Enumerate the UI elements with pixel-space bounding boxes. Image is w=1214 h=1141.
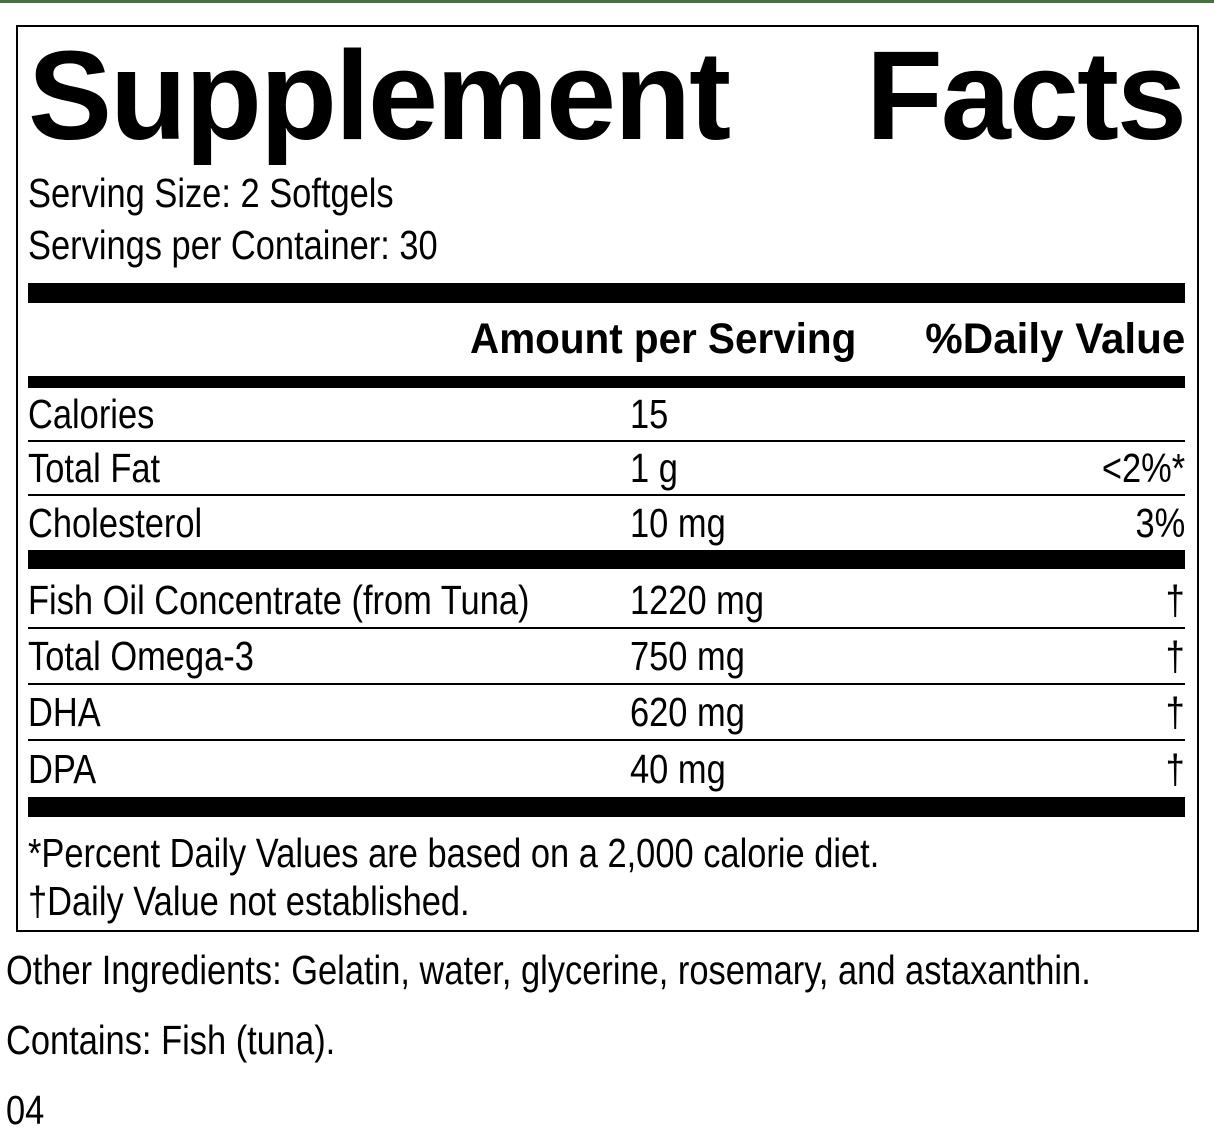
nutrient-amount: 1220 mg: [630, 576, 765, 623]
other-ingredients-line: Other Ingredients: Gelatin, water, glyce…: [6, 947, 1091, 993]
nutrient-amount: 10 mg: [630, 499, 726, 546]
nutrient-amount: 15: [630, 390, 669, 437]
panel-title-word-supplement: Supplement: [28, 25, 731, 166]
nutrient-name: DPA: [28, 745, 97, 792]
nutrient-name: DHA: [28, 688, 101, 735]
divider-bar-thick-bottom: [28, 797, 1185, 817]
table-row: DHA 620 mg †: [28, 685, 1185, 741]
footnotes: *Percent Daily Values are based on a 2,0…: [28, 829, 1185, 925]
lot-code: 04: [6, 1087, 45, 1133]
label-footer: Other Ingredients: Gelatin, water, glyce…: [6, 944, 1206, 1141]
nutrient-daily-value: †: [1165, 745, 1185, 792]
table-row: Fish Oil Concentrate (from Tuna) 1220 mg…: [28, 573, 1185, 629]
daily-value-header: %Daily Value: [924, 315, 1185, 363]
table-row: Calories 15: [28, 388, 1185, 442]
table-row: Total Fat 1 g <2%*: [28, 442, 1185, 496]
serving-size-line: Serving Size: 2 Softgels: [28, 167, 1185, 219]
nutrient-name: Total Fat: [28, 444, 161, 491]
nutrient-daily-value: †: [1165, 576, 1185, 623]
amount-per-serving-header: Amount per Serving: [470, 315, 857, 363]
brand-accent-line: [0, 0, 1214, 3]
nutrient-amount: 40 mg: [630, 745, 726, 792]
nutrient-daily-value: 3%: [1135, 499, 1185, 546]
nutrient-name: Cholesterol: [28, 499, 203, 546]
nutrient-name: Fish Oil Concentrate (from Tuna): [28, 576, 530, 623]
footnote-percent-daily-values: *Percent Daily Values are based on a 2,0…: [28, 830, 880, 876]
nutrient-name: Total Omega-3: [28, 632, 254, 679]
table-row: Total Omega-3 750 mg †: [28, 629, 1185, 685]
nutrient-section-secondary: Fish Oil Concentrate (from Tuna) 1220 mg…: [28, 573, 1185, 797]
contains-line: Contains: Fish (tuna).: [6, 1017, 336, 1063]
divider-bar-below-header: [28, 376, 1185, 388]
footnote-daily-value-not-established: †Daily Value not established.: [28, 878, 470, 924]
nutrient-amount: 1 g: [630, 444, 678, 491]
nutrient-amount: 620 mg: [630, 688, 745, 735]
panel-title: Supplement Facts: [28, 25, 1187, 166]
divider-bar-thick-top: [28, 283, 1185, 303]
nutrient-daily-value: †: [1165, 688, 1185, 735]
nutrient-name: Calories: [28, 390, 155, 437]
nutrient-section-primary: Calories 15 Total Fat 1 g <2%* Cholester…: [28, 388, 1185, 550]
servings-per-container-text: Servings per Container: 30: [28, 222, 438, 268]
table-row: DPA 40 mg †: [28, 741, 1185, 797]
nutrient-amount: 750 mg: [630, 632, 745, 679]
supplement-facts-panel: Supplement Facts Serving Size: 2 Softgel…: [16, 25, 1199, 932]
nutrient-daily-value: †: [1165, 632, 1185, 679]
serving-size-text: Serving Size: 2 Softgels: [28, 170, 394, 216]
nutrient-daily-value: <2%*: [1101, 444, 1185, 491]
table-row: Cholesterol 10 mg 3%: [28, 496, 1185, 550]
divider-bar-mid: [28, 550, 1185, 569]
servings-per-container-line: Servings per Container: 30: [28, 219, 1185, 271]
column-header-row: Amount per Serving %Daily Value: [28, 303, 1185, 376]
panel-title-word-facts: Facts: [865, 25, 1187, 166]
